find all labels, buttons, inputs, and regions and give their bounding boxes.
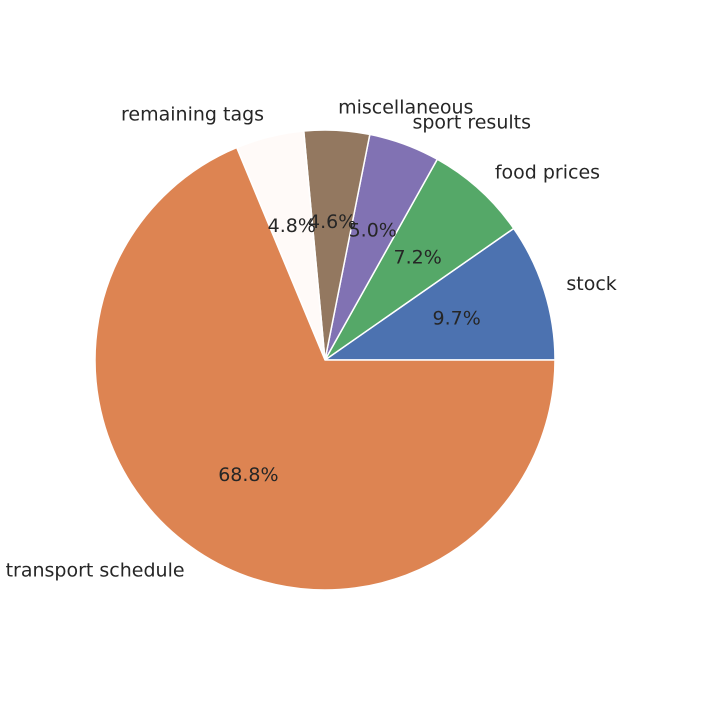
slice-label-food-prices: food prices [495, 161, 600, 183]
pie-slice-transport-schedule [94, 146, 556, 591]
slice-label-remaining-tags: remaining tags [121, 103, 264, 125]
pie-slice-stock [324, 227, 556, 361]
pct-label-food-prices: 7.2% [393, 247, 441, 269]
pct-label-remaining-tags: 4.8% [268, 215, 316, 237]
slice-label-transport-schedule: transport schedule [6, 559, 185, 581]
pct-label-stock: 9.7% [433, 308, 481, 330]
pct-label-miscellaneous: 4.6% [308, 211, 356, 233]
pie-labels: stock 9.7% food prices 7.2% sport results 5.0… [6, 96, 617, 581]
pie-slice-food-prices [324, 158, 515, 361]
slice-label-miscellaneous: miscellaneous [338, 96, 473, 118]
slice-label-stock: stock [566, 273, 616, 295]
pct-label-sport-results: 5.0% [349, 220, 397, 242]
pct-label-transport-schedule: 68.8% [218, 464, 278, 486]
slice-label-sport-results: sport results [412, 112, 531, 134]
pie-slices [94, 129, 556, 591]
